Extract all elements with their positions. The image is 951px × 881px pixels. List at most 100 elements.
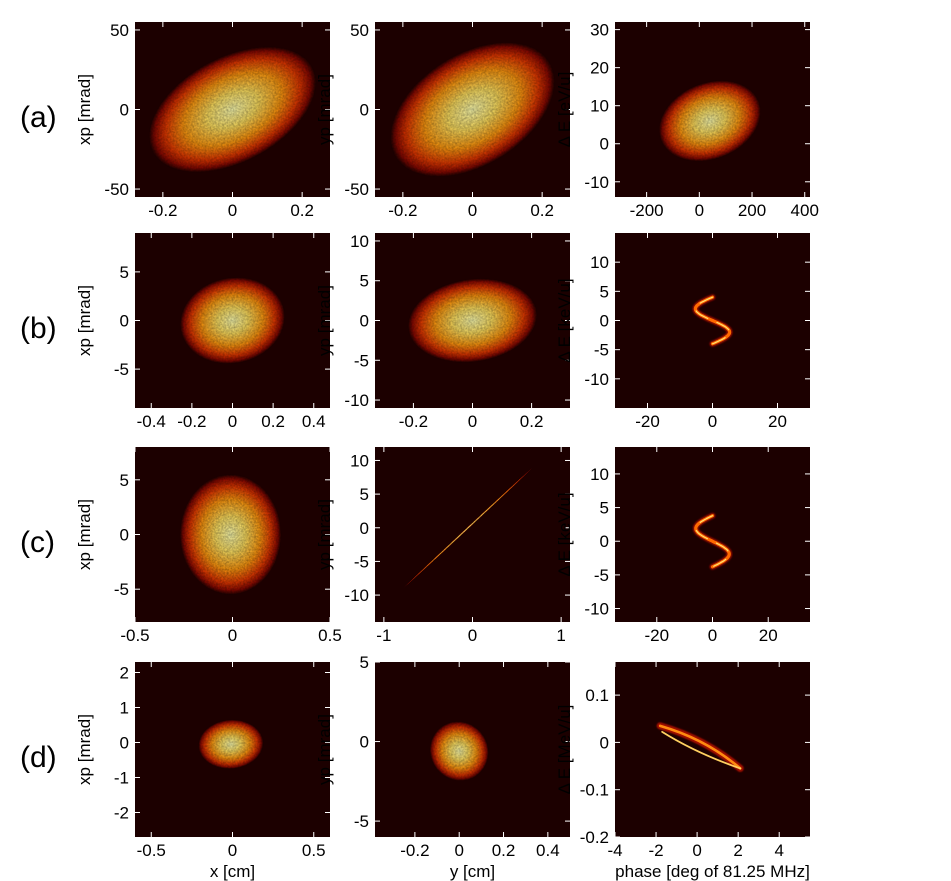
y-tick-label: 0 bbox=[600, 532, 609, 551]
x-tick-label: 0 bbox=[468, 412, 477, 431]
y-axis-label: Δ E [MeV/u] bbox=[555, 705, 574, 795]
y-axis-label: xp [mrad] bbox=[75, 499, 94, 570]
y-tick-label: -5 bbox=[354, 552, 369, 571]
x-tick-label: 0 bbox=[468, 201, 477, 220]
x-tick-label: 0.2 bbox=[520, 412, 544, 431]
y-tick-label: 5 bbox=[120, 263, 129, 282]
y-tick-label: 5 bbox=[600, 499, 609, 518]
x-tick-label: 200 bbox=[738, 201, 766, 220]
s-curve bbox=[694, 514, 731, 569]
y-axis-label: xp [mrad] bbox=[75, 285, 94, 356]
y-tick-label: 0 bbox=[600, 312, 609, 331]
y-tick-label: -5 bbox=[594, 566, 609, 585]
x-tick-label: 0.2 bbox=[290, 201, 314, 220]
x-tick-label: 0.2 bbox=[492, 841, 516, 860]
y-axis-label: yp [mrad] bbox=[315, 285, 334, 356]
x-tick-label: -0.2 bbox=[177, 412, 206, 431]
y-tick-label: -50 bbox=[104, 180, 129, 199]
y-tick-label: 10 bbox=[590, 465, 609, 484]
x-tick-label: 0.5 bbox=[318, 626, 342, 645]
panel-r1-c2: -20 0 20 -10 -5 0 5 10 Δ E [keV/u] bbox=[555, 233, 810, 431]
y-tick-label: -1 bbox=[114, 769, 129, 788]
x-tick-label: -200 bbox=[630, 201, 664, 220]
y-tick-label: 0 bbox=[600, 135, 609, 154]
panel-r2-c2: -20 0 20 -10 -5 0 5 10 Δ E [keV/u] bbox=[555, 447, 810, 645]
density-noise bbox=[407, 278, 538, 363]
y-tick-label: -5 bbox=[594, 341, 609, 360]
y-tick-label: -10 bbox=[584, 600, 609, 619]
x-tick-label: -0.4 bbox=[137, 412, 166, 431]
panel-r3-c0: -0.5 0 0.5 -2 -1 0 1 2 xp [mrad] x [cm] bbox=[75, 662, 330, 881]
y-tick-label: 10 bbox=[590, 97, 609, 116]
y-tick-label: 0.1 bbox=[585, 686, 609, 705]
density-noise bbox=[148, 46, 317, 173]
y-tick-label: -5 bbox=[354, 351, 369, 370]
y-tick-label: 5 bbox=[360, 272, 369, 291]
x-tick-label: -0.5 bbox=[137, 841, 166, 860]
x-tick-label: 0 bbox=[708, 412, 717, 431]
y-axis-label: yp [mrad] bbox=[315, 74, 334, 145]
y-axis-label: Δ E [keV/u] bbox=[555, 492, 574, 576]
y-tick-label: 0 bbox=[360, 733, 369, 752]
y-tick-label: 10 bbox=[350, 232, 369, 251]
panel-r3-c2: -4 -2 0 2 4 -0.2 -0.1 0 0.1 Δ E [MeV/u] phase [deg… bbox=[555, 662, 810, 881]
density-noise bbox=[180, 277, 285, 364]
density-noise bbox=[403, 467, 533, 589]
band-upper bbox=[658, 724, 742, 770]
row-labels: (a) (b) (c) (d) bbox=[20, 101, 57, 774]
y-tick-label: 0 bbox=[120, 526, 129, 545]
x-axis-label: phase [deg of 81.25 MHz] bbox=[615, 862, 810, 881]
y-tick-label: -10 bbox=[584, 173, 609, 192]
x-tick-label: 0.2 bbox=[261, 412, 285, 431]
x-tick-label: 0.5 bbox=[302, 841, 326, 860]
panel-r0-c1: -0.2 0 0.2 -50 0 50 yp [mrad] bbox=[315, 21, 570, 220]
y-axis-label: xp [mrad] bbox=[75, 714, 94, 785]
x-tick-label: 20 bbox=[768, 412, 787, 431]
x-tick-label: -20 bbox=[635, 412, 660, 431]
panel-r1-c0: -0.4 -0.2 0 0.2 0.4 -5 0 5 xp [mrad] bbox=[75, 233, 330, 431]
y-tick-label: 5 bbox=[360, 485, 369, 504]
y-tick-label: 10 bbox=[350, 451, 369, 470]
y-tick-label: -2 bbox=[114, 804, 129, 823]
y-tick-label: 0 bbox=[360, 519, 369, 538]
y-tick-label: 0 bbox=[600, 733, 609, 752]
x-tick-label: -0.2 bbox=[388, 201, 417, 220]
x-tick-label: -0.2 bbox=[399, 412, 428, 431]
panel-r3-c1: -0.2 0 0.2 0.4 -5 0 5 yp [mrad] y [cm] bbox=[315, 653, 570, 881]
y-tick-label: 50 bbox=[110, 21, 129, 40]
x-tick-label: -20 bbox=[644, 626, 669, 645]
y-tick-label: -0.2 bbox=[580, 828, 609, 847]
x-tick-label: 0 bbox=[228, 626, 237, 645]
y-axis-label: Δ E [keV/u] bbox=[555, 278, 574, 362]
y-tick-label: 1 bbox=[120, 699, 129, 718]
y-tick-label: 10 bbox=[590, 253, 609, 272]
y-tick-label: 5 bbox=[360, 653, 369, 672]
x-tick-label: -4 bbox=[607, 841, 622, 860]
s-curve bbox=[693, 295, 732, 346]
y-tick-label: -5 bbox=[354, 812, 369, 831]
x-axis-label: y [cm] bbox=[450, 862, 495, 881]
density-noise bbox=[658, 80, 761, 162]
panel-r1-c1: -0.2 0 0.2 -10 -5 0 5 10 yp [mrad] bbox=[315, 232, 570, 431]
panel-r0-c2: -200 0 200 400 -10 0 10 20 30 Δ E [eV/u] bbox=[555, 21, 819, 220]
band-lower bbox=[661, 730, 742, 770]
x-tick-label: 0 bbox=[468, 626, 477, 645]
y-tick-label: 2 bbox=[120, 664, 129, 683]
y-tick-label: -5 bbox=[114, 580, 129, 599]
y-axis-label: Δ E [eV/u] bbox=[555, 72, 574, 148]
density-noise bbox=[198, 719, 264, 769]
y-tick-label: -10 bbox=[344, 391, 369, 410]
y-tick-label: 20 bbox=[590, 59, 609, 78]
x-tick-label: 0.2 bbox=[530, 201, 554, 220]
x-tick-label: 0 bbox=[695, 201, 704, 220]
row-label-2: (c) bbox=[20, 526, 55, 559]
x-tick-label: 0.4 bbox=[536, 841, 560, 860]
x-tick-label: 0 bbox=[228, 412, 237, 431]
x-tick-label: 400 bbox=[791, 201, 819, 220]
y-tick-label: 5 bbox=[120, 471, 129, 490]
x-tick-label: -0.5 bbox=[120, 626, 149, 645]
row-label-1: (b) bbox=[20, 312, 57, 345]
y-tick-label: 0 bbox=[360, 312, 369, 331]
